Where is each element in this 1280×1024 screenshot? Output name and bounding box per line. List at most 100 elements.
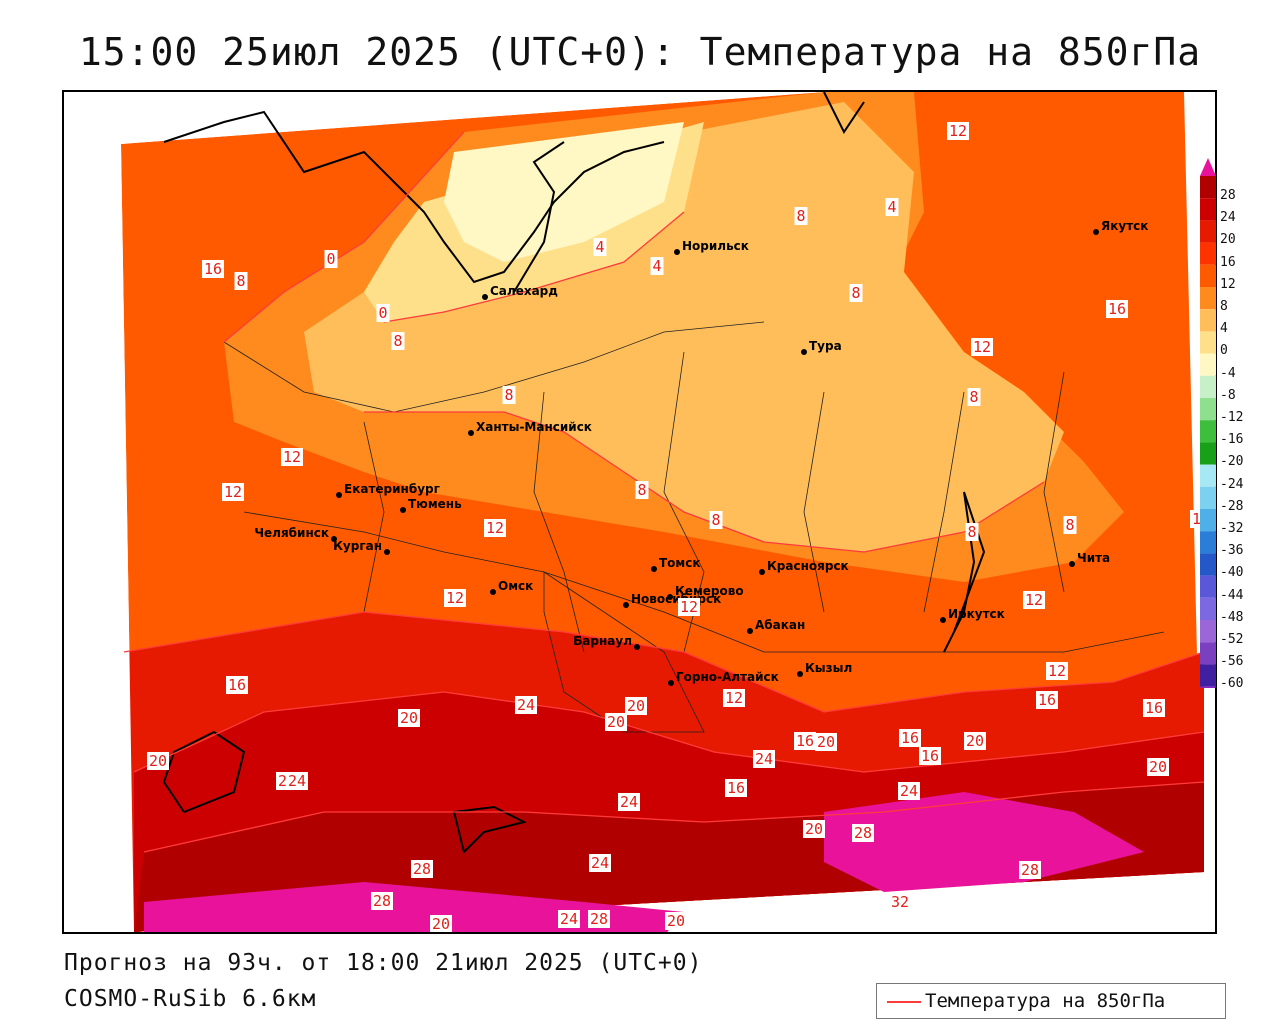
isoline-label-bg xyxy=(852,824,874,842)
isoline-label: 24 xyxy=(755,750,773,768)
colorbar-segment xyxy=(1200,531,1216,554)
colorbar-tick-label: 16 xyxy=(1220,254,1236,270)
isoline-label: 24 xyxy=(517,696,535,714)
city-label: Тюмень xyxy=(408,497,462,511)
colorbar-segment xyxy=(1200,398,1216,421)
isoline-label-bg xyxy=(1036,691,1058,709)
isoline-label: 16 xyxy=(921,747,939,765)
colorbar-tick-label: -28 xyxy=(1220,498,1244,514)
isoline-label: 12 xyxy=(1048,662,1066,680)
city-marker xyxy=(331,536,337,542)
isoline-label-bg xyxy=(444,589,466,607)
isoline-label: 28 xyxy=(413,860,431,878)
isoline-label-bg xyxy=(898,782,920,800)
isoline-label: 4 xyxy=(652,257,661,275)
colorbar-segment xyxy=(1200,242,1216,265)
isoline-label: 8 xyxy=(711,511,720,529)
city-marker xyxy=(759,569,765,575)
temperature-map[interactable]: Норильск Якутск Салехард Тура Ханты-Мансийск… xyxy=(62,90,1217,934)
isoline-label: 24 xyxy=(560,910,578,928)
colorbar-tick-label: 28 xyxy=(1220,188,1236,203)
isoline-label: 4 xyxy=(595,238,604,256)
city-label: Екатеринбург xyxy=(344,482,440,496)
city-marker xyxy=(667,594,673,600)
city-marker xyxy=(482,294,488,300)
isoline-label-bg xyxy=(1143,699,1165,717)
city-label: Тура xyxy=(809,339,842,353)
isoline-label: 16 xyxy=(1038,691,1056,709)
city-marker xyxy=(490,589,496,595)
colorbar-segment xyxy=(1200,664,1216,687)
colorbar-segment xyxy=(1200,264,1216,287)
isoline-label: 16 xyxy=(727,779,745,797)
isoline-label-bg xyxy=(226,676,248,694)
isoline-label-bg xyxy=(665,912,687,930)
temperature-fill xyxy=(121,92,1204,932)
isoline-label: 20 xyxy=(817,733,835,751)
colorbar-segment xyxy=(1200,331,1216,354)
isoline-label: 28 xyxy=(373,892,391,910)
isoline-label-bg xyxy=(593,238,607,256)
city-label: Челябинск xyxy=(254,526,329,540)
isoline-label: 16 xyxy=(901,729,919,747)
isoline-label: 8 xyxy=(637,481,646,499)
isoline-label: 24 xyxy=(900,782,918,800)
isoline-label-bg xyxy=(1019,861,1041,879)
isoline-label-bg xyxy=(515,696,537,714)
city-label: Чита xyxy=(1077,551,1110,565)
isoline-label-bg xyxy=(1046,662,1068,680)
isoline-label-bg xyxy=(947,122,969,140)
admin-borders xyxy=(223,321,1165,733)
city-label: Горно-Алтайск xyxy=(676,670,779,684)
city-marker xyxy=(1069,561,1075,567)
isoline-label-bg xyxy=(1063,516,1077,534)
isoline-label-bg xyxy=(723,689,745,707)
isoline-label: 16 xyxy=(796,732,814,750)
isoline-label-bg xyxy=(678,598,700,616)
isoline-label-bg xyxy=(650,257,664,275)
isoline-label-bg xyxy=(919,747,941,765)
city-marker xyxy=(336,492,342,498)
city-label: Кемерово xyxy=(675,584,744,598)
isoline-label-bg xyxy=(725,779,747,797)
colorbar-segment xyxy=(1200,509,1216,532)
colorbar-tick-label: 0 xyxy=(1220,343,1228,359)
isoline-label: 20 xyxy=(667,912,685,930)
city-label: Томск xyxy=(659,556,701,570)
city-marker xyxy=(668,680,674,686)
isoline-label: 20 xyxy=(966,732,984,750)
map-title: 15:00 25июл 2025 (UTC+0): Температура на… xyxy=(78,30,1202,74)
isoline-label: 0 xyxy=(378,304,387,322)
isoline-label-bg xyxy=(398,709,420,727)
city-marker xyxy=(797,671,803,677)
isoline-label-bg xyxy=(281,448,303,466)
city-label: Ханты-Мансийск xyxy=(476,420,592,434)
isoline-label: 16 xyxy=(228,676,246,694)
colorbar-tick-label: -16 xyxy=(1220,432,1244,448)
colorbar-segment xyxy=(1200,375,1216,398)
isoline-label: 20 xyxy=(432,915,450,933)
isoline-label: 8 xyxy=(969,388,978,406)
isoline-label: 20 xyxy=(1149,758,1167,776)
isoline-label-bg xyxy=(234,272,248,290)
colorbar-scale xyxy=(1200,158,1216,688)
map-canvas: Норильск Якутск Салехард Тура Ханты-Мансийск… xyxy=(64,92,1212,933)
isoline-label: 12 xyxy=(680,598,698,616)
isoline-label-bg xyxy=(411,860,433,878)
isoline-label: 12 xyxy=(973,338,991,356)
city-label: Барнаул xyxy=(573,634,632,648)
isoline-label: 20 xyxy=(607,713,625,731)
colorbar-segment xyxy=(1200,176,1216,199)
colorbar-tick-label: -4 xyxy=(1220,365,1236,381)
colorbar-tick-label: -36 xyxy=(1220,543,1244,559)
city-label: Кызыл xyxy=(805,661,852,675)
isoline-label: 8 xyxy=(393,332,402,350)
isoline-label-bg xyxy=(965,523,979,541)
colorbar-tick-label: -32 xyxy=(1220,521,1244,536)
colorbar-tick-label: -52 xyxy=(1220,632,1244,647)
isoline-label-bg xyxy=(1023,591,1045,609)
colorbar-segment xyxy=(1200,642,1216,665)
city-label: Норильск xyxy=(682,239,749,253)
colorbar-segment xyxy=(1200,353,1216,376)
isoline-label-bg xyxy=(286,772,308,790)
